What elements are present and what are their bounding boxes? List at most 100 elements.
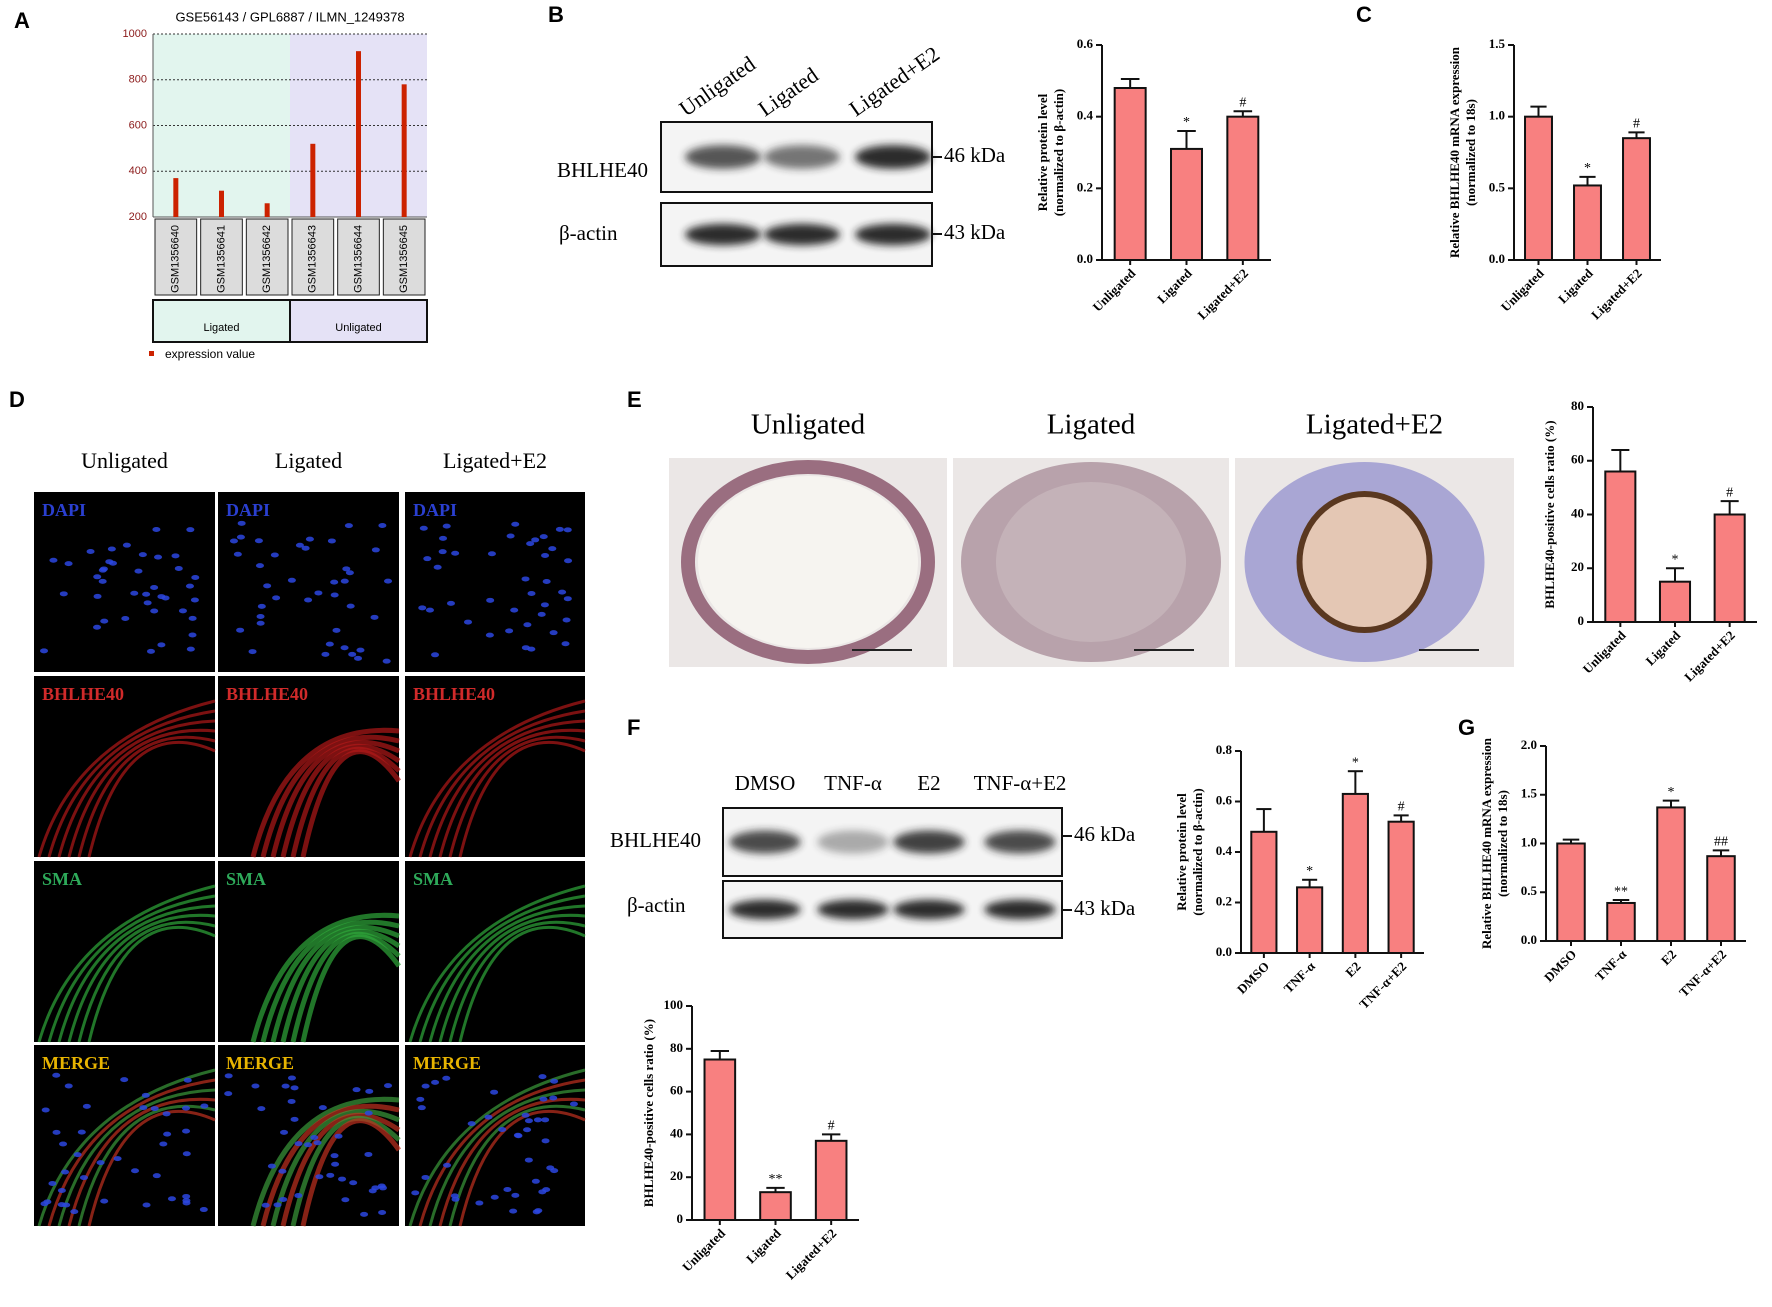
nucleus [342,566,351,572]
x-tick-label: Ligated+E2 [1681,628,1738,685]
nucleus [163,1131,172,1137]
nucleus [82,1103,91,1109]
nucleus [563,596,572,602]
nucleus [523,1127,532,1133]
nucleus [154,554,163,560]
stain-label: DAPI [226,500,270,520]
nucleus [150,608,159,614]
nucleus [256,613,265,619]
bar [356,51,361,217]
blot-band [729,899,801,920]
blot-band [984,830,1056,854]
nucleus [49,557,58,563]
nucleus [263,583,272,589]
nucleus [257,603,266,609]
nucleus [370,614,379,620]
tissue-fiber [290,746,401,858]
nucleus [527,646,536,652]
micrograph: BHLHE40 [218,676,402,858]
nucleus [527,591,536,597]
nucleus [185,583,194,589]
nucleus [304,597,313,603]
nucleus [513,1132,522,1138]
nucleus [182,1193,191,1199]
y-axis-label: Relative BHLHE40 mRNA expression [1447,46,1462,258]
nucleus [315,1174,324,1180]
nucleus [384,578,393,584]
nucleus [558,589,567,595]
micrograph: BHLHE40 [34,676,216,858]
stain-label: MERGE [413,1053,481,1073]
nucleus [313,1140,322,1146]
micrograph-bg [34,861,215,1042]
nucleus [182,1105,191,1111]
category-box [154,218,198,296]
x-tick-label: TNF-α [1592,946,1630,984]
tissue-fiber [418,709,586,858]
nucleus [416,1096,425,1102]
tissue-fiber [408,699,586,858]
y-tick-label: 1000 [123,28,147,40]
blot-band [764,223,840,246]
nucleus [511,1192,520,1198]
tissue-fiber [448,1104,586,1227]
tissue-fiber [47,1078,216,1227]
nucleus [255,563,264,569]
size-label: 43 kDa [1074,896,1136,920]
stain-label: SMA [226,869,266,889]
nucleus [327,538,336,544]
nucleus [356,647,365,653]
nucleus [131,1168,140,1174]
tissue-fiber [87,925,216,1043]
nucleus [77,1129,86,1135]
micrograph: DAPI [405,492,585,672]
bar [1226,115,1260,261]
nucleus [484,1114,493,1120]
nucleus [224,1091,233,1097]
x-tick-label: TNF-α [1281,958,1319,996]
y-tick-label: 0.0 [1489,251,1505,266]
significance-label: * [1306,864,1313,879]
nucleus [523,622,532,628]
nucleus [425,607,434,613]
tissue-fiber [250,727,400,858]
tissue-fiber [87,1109,216,1227]
tissue-fiber [280,928,401,1043]
nucleus [526,541,535,547]
legend-swatch [149,351,154,356]
y-axis-label: (normalized to 18s) [1463,99,1478,206]
category-box [245,218,289,296]
bar [1658,580,1692,623]
bar [814,1139,848,1221]
y-tick-label: 0.8 [1216,742,1233,757]
x-tick-label: Ligated [743,1225,784,1266]
column-header: Ligated+E2 [443,448,547,473]
micrograph: MERGE [218,1045,402,1227]
group-label: Unligated [335,322,381,334]
tissue-fiber [458,925,586,1043]
blot-band [893,899,965,920]
y-tick-label: 200 [129,211,147,223]
nucleus [251,1083,260,1089]
column-header: Ligated+E2 [1306,409,1443,441]
y-tick-label: 20 [1571,559,1584,574]
nucleus [174,566,183,572]
nucleus [531,537,540,543]
tissue-fiber [47,894,216,1043]
blot-band [855,223,931,246]
nucleus [364,1110,373,1116]
nucleus [340,645,349,651]
micrograph-bg [218,492,399,672]
nucleus [79,1175,88,1181]
bar [219,190,224,217]
tissue-fiber [77,1104,216,1227]
y-tick-label: 1.0 [1521,834,1537,849]
nucleus [157,642,166,648]
size-label: 43 kDa [944,220,1006,244]
nucleus [236,534,245,540]
y-axis-label: (normalized to 18s) [1495,790,1510,897]
y-tick-label: 0.0 [1521,932,1537,947]
nucleus [423,556,432,562]
protein-label: BHLHE40 [557,158,648,182]
